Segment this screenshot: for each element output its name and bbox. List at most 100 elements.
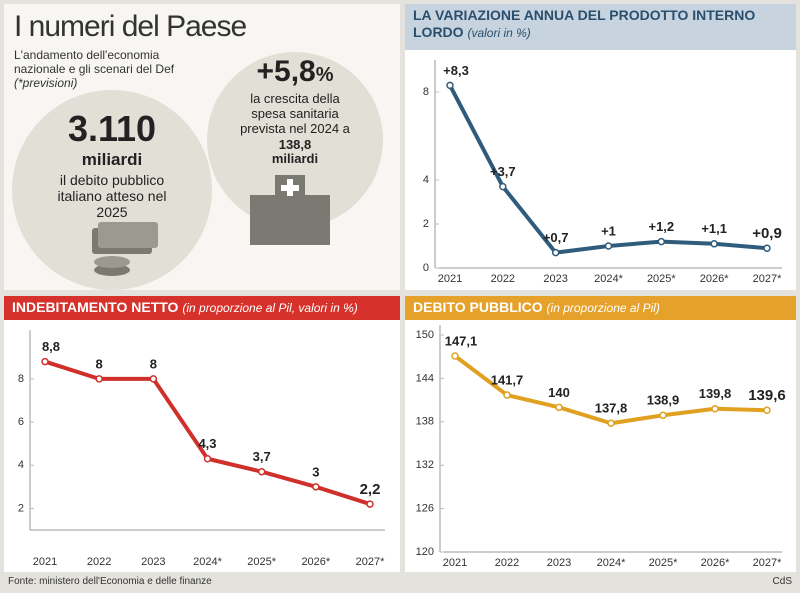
point — [604, 242, 613, 250]
point — [366, 500, 374, 508]
data-label: 140 — [548, 385, 570, 400]
credit: CdS — [772, 576, 792, 587]
line — [44, 359, 371, 506]
x-tick-label: 2024* — [193, 556, 222, 568]
point — [446, 81, 454, 90]
x-tick-label: 2022 — [495, 557, 519, 569]
data-label: 138,9 — [647, 393, 680, 408]
x-tick-label: 2023 — [141, 556, 165, 568]
data-label: 8 — [150, 356, 157, 371]
circle — [12, 90, 212, 290]
data-label: +1,2 — [648, 219, 674, 234]
chart-header: DEBITO PUBBLICO (in proporzione al Pil) — [405, 296, 796, 320]
data-label: 8 — [96, 356, 103, 371]
point — [149, 375, 158, 383]
y-tick-label: 2 — [18, 502, 24, 514]
x-tick-label: 2024* — [597, 557, 626, 569]
source: Fonte: ministero dell'Economia e delle f… — [8, 576, 212, 587]
panel — [4, 296, 400, 572]
y-tick-label: 4 — [18, 459, 24, 471]
y-tick-label: 126 — [416, 503, 434, 515]
data-label: +1,1 — [701, 221, 727, 236]
y-tick-label: 4 — [423, 174, 429, 186]
y-tick-label: 2 — [423, 218, 429, 230]
x-tick-label: 2024* — [594, 273, 623, 285]
chart-subtitle: (valori in %) — [467, 26, 531, 40]
point — [203, 455, 212, 463]
chart-subtitle: (in proporzione al Pil, valori in %) — [182, 301, 358, 315]
stat-value: 3.110 — [67, 108, 157, 149]
x-tick-label: 2022 — [87, 556, 111, 568]
x-tick-label: 2021 — [438, 273, 462, 285]
chart-title: DEBITO PUBBLICO — [413, 299, 543, 315]
subtitle: L'andamento dell'economia nazionale e gl… — [14, 48, 204, 90]
x-tick-label: 2027* — [753, 557, 782, 569]
point — [451, 352, 459, 360]
x-tick-label: 2026* — [701, 557, 730, 569]
stat-text: la crescita della spesa sanitaria previs… — [240, 91, 350, 136]
title: I numeri del Paese — [14, 10, 247, 43]
data-label: 147,1 — [445, 333, 478, 348]
data-label: +8,3 — [443, 63, 469, 78]
hospital-icon — [250, 175, 330, 245]
point — [607, 419, 615, 427]
x-tick-label: 2023 — [543, 273, 567, 285]
x-tick-label: 2021 — [443, 557, 467, 569]
data-label: +1 — [601, 223, 616, 238]
point — [551, 248, 560, 257]
data-label: 139,6 — [748, 387, 786, 404]
x-tick-label: 2026* — [700, 273, 729, 285]
stat-text: il debito pubblico italiano atteso nel 2… — [57, 172, 167, 220]
x-tick-label: 2025* — [247, 556, 276, 568]
data-label: 139,8 — [699, 386, 732, 401]
x-tick-label: 2025* — [647, 273, 676, 285]
point — [555, 403, 563, 412]
point — [503, 391, 511, 399]
y-tick-label: 6 — [18, 416, 24, 428]
point — [763, 406, 771, 414]
data-label: 137,8 — [595, 401, 628, 416]
data-label: +3,7 — [490, 164, 516, 179]
y-tick-label: 8 — [18, 373, 24, 385]
chart-header: LA VARIAZIONE ANNUA DEL PRODOTTO INTERNO… — [405, 4, 796, 50]
stat-unit: % — [315, 64, 334, 86]
point — [257, 467, 266, 476]
y-tick-label: 144 — [416, 372, 434, 384]
point — [312, 483, 320, 491]
money-icon — [92, 222, 158, 276]
y-tick-label: 138 — [416, 416, 434, 428]
point — [763, 244, 771, 252]
data-label: 4,3 — [198, 436, 216, 451]
point — [657, 237, 666, 246]
x-tick-label: 2026* — [301, 556, 330, 568]
stat-value: +5,8 — [256, 55, 316, 88]
data-label: 141,7 — [491, 372, 524, 387]
stat-extra: 138,8 miliardi — [271, 137, 319, 166]
subtitle-text: L'andamento dell'economia nazionale e gl… — [14, 48, 175, 76]
y-tick-label: 0 — [423, 262, 429, 274]
data-label: +0,7 — [543, 230, 569, 245]
stat-unit: miliardi — [81, 150, 143, 169]
note: (*previsioni) — [14, 76, 78, 90]
y-tick-label: 8 — [423, 86, 429, 98]
y-tick-label: 150 — [416, 329, 434, 341]
point — [499, 182, 507, 191]
x-tick-label: 2027* — [356, 556, 385, 568]
x-tick-label: 2027* — [753, 273, 782, 285]
chart-title: LA VARIAZIONE ANNUA DEL PRODOTTO INTERNO… — [413, 7, 756, 40]
stat: 3.110 miliardi il debito pubblico italia… — [22, 108, 202, 222]
panel — [405, 296, 796, 572]
panel — [405, 4, 796, 290]
point — [95, 375, 103, 383]
chart-header: INDEBITAMENTO NETTO (in proporzione al P… — [4, 296, 400, 320]
y-tick-label: 132 — [416, 459, 434, 471]
chart-subtitle: (in proporzione al Pil) — [546, 301, 660, 315]
chart-title: INDEBITAMENTO NETTO — [12, 299, 179, 315]
x-tick-label: 2021 — [33, 556, 57, 568]
data-label: +0,9 — [752, 225, 782, 242]
x-tick-label: 2022 — [491, 273, 515, 285]
point — [711, 405, 719, 413]
data-label: 2,2 — [360, 481, 381, 498]
